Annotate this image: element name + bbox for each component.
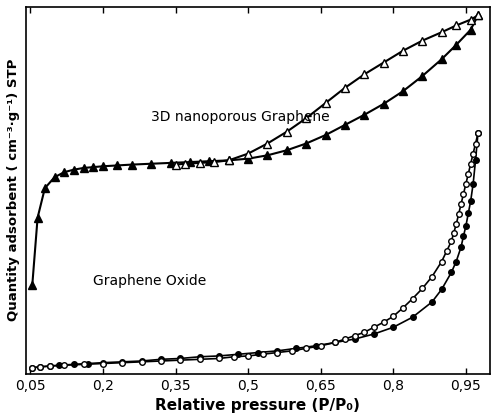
X-axis label: Relative pressure (P/P₀): Relative pressure (P/P₀) xyxy=(156,398,360,413)
Text: Graphene Oxide: Graphene Oxide xyxy=(93,274,206,288)
Text: 3D nanoporous Graphene: 3D nanoporous Graphene xyxy=(151,110,330,124)
Y-axis label: Quantity adsorbent ( cm⁻³·g⁻¹) STP: Quantity adsorbent ( cm⁻³·g⁻¹) STP xyxy=(7,59,20,321)
